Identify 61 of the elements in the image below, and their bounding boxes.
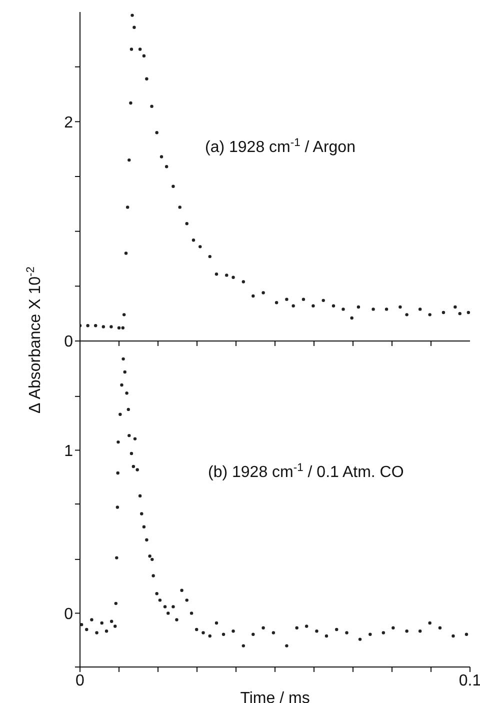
point: [322, 298, 325, 302]
y-tick-label: 1: [64, 442, 74, 460]
point: [145, 77, 148, 80]
point: [117, 326, 121, 330]
point: [178, 206, 182, 209]
point: [405, 313, 408, 316]
annotation: (b) 1928 cm$^{-1}$ / 0.1 Atm. CO: [208, 462, 404, 481]
point: [94, 324, 98, 328]
point: [192, 238, 196, 242]
point: [121, 326, 124, 330]
point: [384, 308, 388, 311]
point: [155, 131, 158, 134]
point: [126, 206, 130, 209]
point: [274, 301, 278, 304]
point: [232, 276, 235, 279]
point: [110, 325, 113, 328]
point: [442, 310, 446, 314]
point: [122, 313, 126, 316]
point: [130, 14, 134, 17]
point: [86, 324, 90, 328]
y-tick-label: 0: [64, 606, 74, 623]
point: [225, 274, 228, 277]
point: [285, 298, 288, 301]
point: [185, 222, 188, 226]
y-tick-label: 2: [64, 114, 74, 132]
point: [372, 308, 375, 311]
point: [102, 325, 105, 328]
point: [350, 316, 354, 320]
point: [312, 304, 315, 308]
point: [356, 305, 360, 309]
point: [150, 104, 154, 108]
point: [454, 305, 457, 309]
y-tick-label: 0: [64, 334, 74, 351]
point: [160, 155, 164, 158]
point: [208, 254, 212, 258]
point: [124, 252, 128, 255]
point: [398, 305, 402, 309]
x-tick-label: 0.1: [458, 672, 480, 690]
point: [130, 48, 134, 51]
x-axis-title: Time / ms: [240, 690, 310, 703]
point: [172, 184, 175, 188]
point: [332, 304, 336, 308]
point: [252, 294, 255, 298]
point: [198, 245, 202, 248]
point: [302, 298, 306, 301]
point: [418, 308, 422, 311]
point: [214, 272, 218, 276]
point: [428, 313, 432, 316]
point: [138, 48, 142, 51]
point: [142, 54, 146, 58]
annotation: (a) 1928 cm$^{-1}$ / Argon: [205, 137, 356, 156]
point: [129, 101, 132, 105]
point: [128, 158, 131, 162]
point: [458, 312, 462, 316]
point: [262, 291, 265, 294]
point: [132, 26, 136, 29]
point: [242, 280, 246, 284]
point: [466, 310, 470, 314]
point: [292, 304, 295, 308]
point: [164, 165, 168, 168]
point: [342, 308, 345, 311]
